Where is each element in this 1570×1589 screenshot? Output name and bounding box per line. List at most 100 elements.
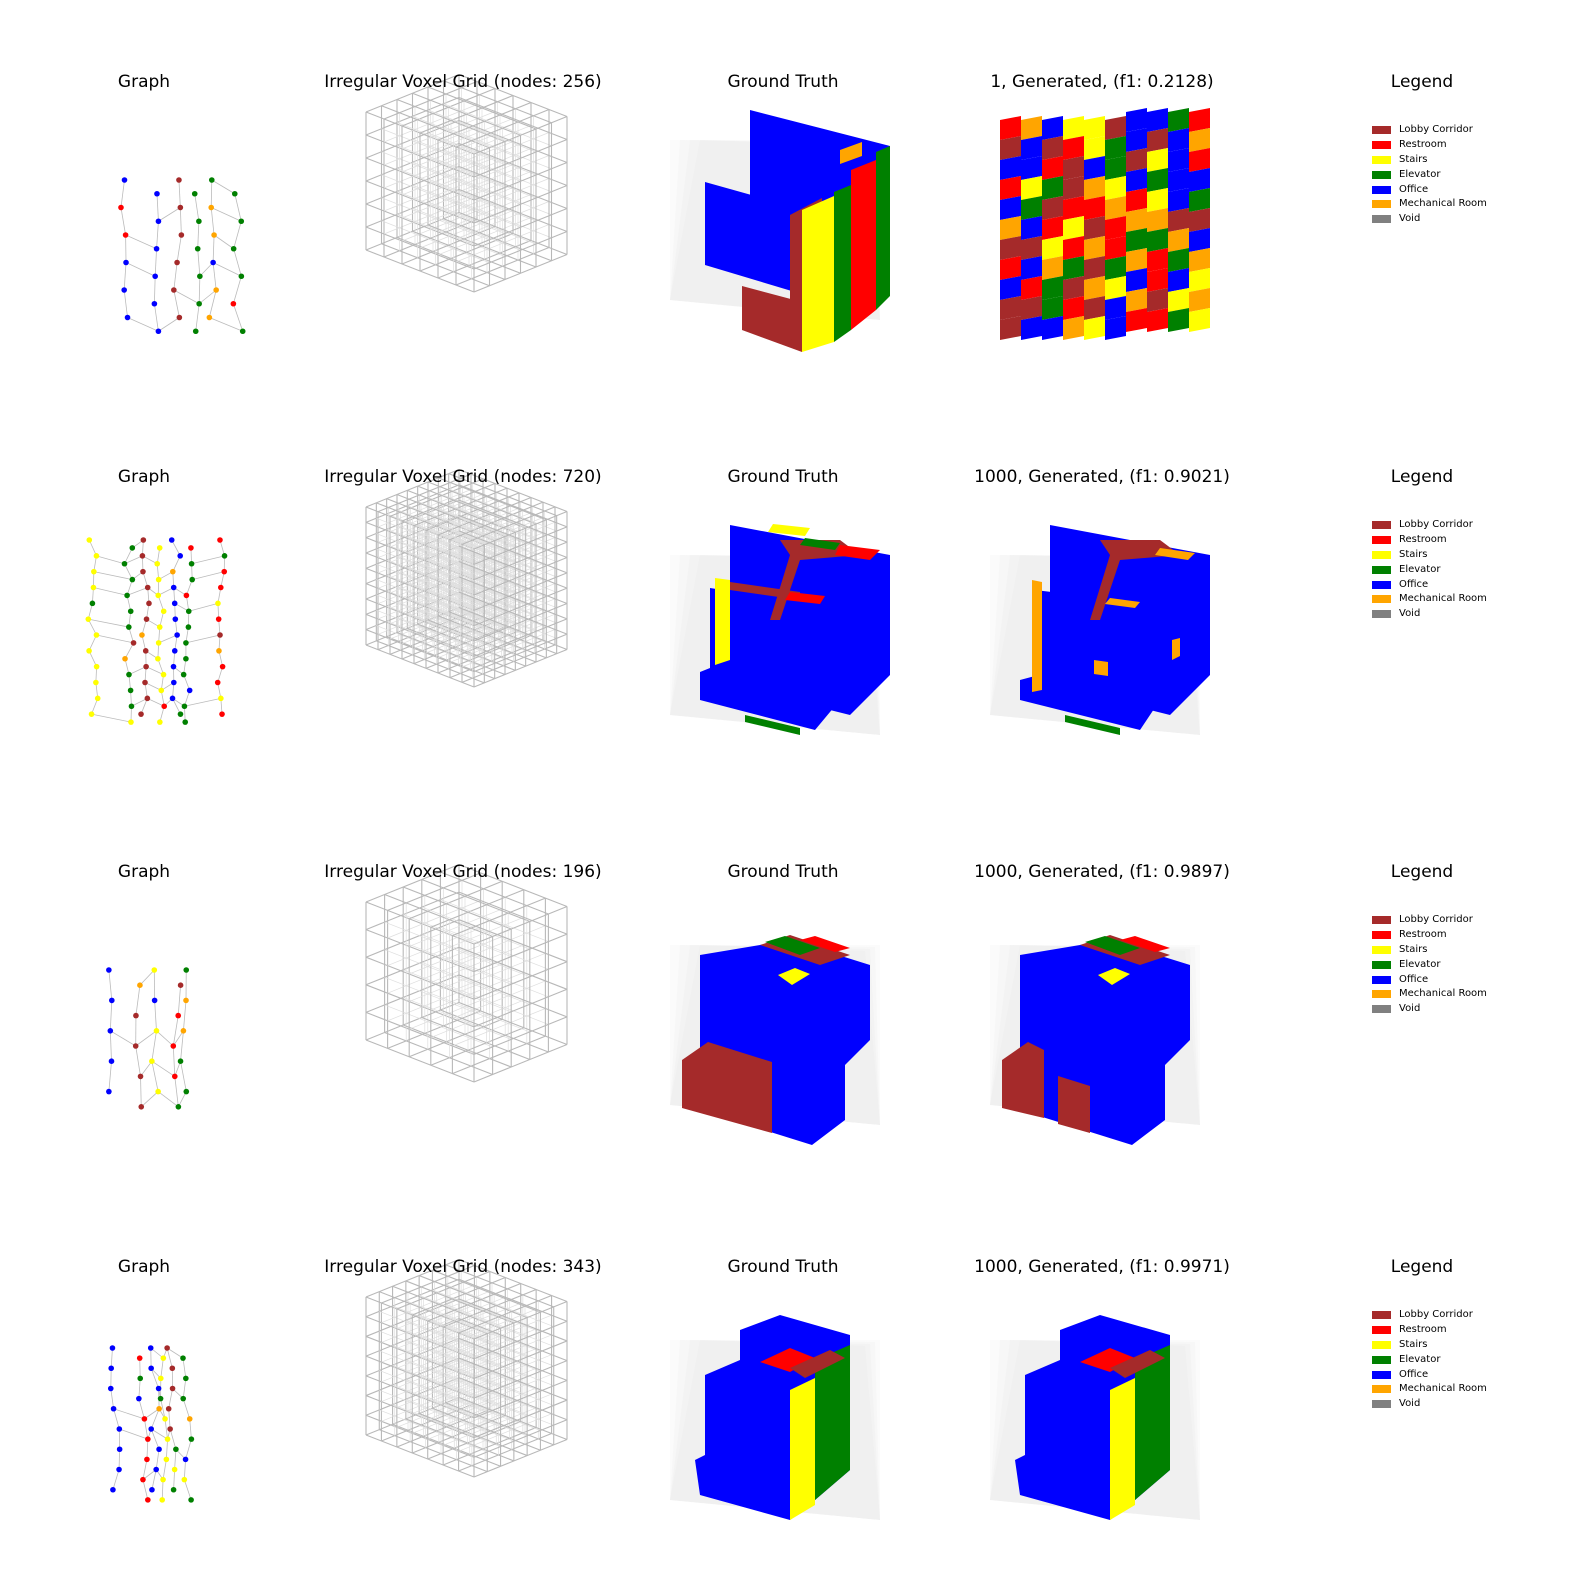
graph-node (176, 177, 182, 183)
graph-node (89, 711, 95, 717)
legend-label: Mechanical Room (1399, 199, 1487, 209)
graph-edge (96, 556, 124, 564)
graph-node (178, 205, 184, 211)
graph-edge (184, 1480, 191, 1500)
ground-truth-title: Ground Truth (727, 467, 838, 487)
voxel-face (1168, 208, 1189, 232)
graph-edge (110, 1000, 112, 1030)
voxel-face (1189, 288, 1210, 312)
graph-edge (158, 208, 180, 222)
graph-node (141, 537, 147, 543)
graph-node (156, 577, 162, 583)
graph-node (209, 177, 215, 183)
voxel-grid-line (419, 1414, 527, 1456)
voxel-face (1021, 116, 1042, 140)
graph-node (95, 696, 101, 702)
voxel-grid-line (431, 890, 524, 928)
voxel-grid-panel (366, 470, 567, 688)
voxel-face (1000, 196, 1021, 220)
graph-node (108, 1365, 114, 1371)
voxel-grid-line (393, 1345, 501, 1387)
voxel-grid-line (366, 1317, 474, 1359)
voxel-face (876, 146, 890, 310)
graph-node (161, 608, 167, 614)
legend-label: Void (1399, 214, 1420, 224)
graph-edge (178, 985, 180, 1015)
graph-edge (126, 235, 157, 249)
legend-item: Stairs (1372, 153, 1487, 168)
graph-edge (213, 263, 241, 277)
graph-node (142, 1416, 148, 1422)
legend-item: Void (1372, 1002, 1487, 1017)
graph-node (156, 218, 162, 224)
voxel-face (1063, 176, 1084, 200)
voxel-face (1147, 148, 1168, 172)
voxel-face (1063, 296, 1084, 320)
graph-edge (192, 556, 225, 564)
voxel-face (1126, 148, 1147, 172)
voxel-grid-line (388, 928, 481, 966)
graph-panel (108, 1345, 194, 1502)
voxel-grid-line (428, 574, 536, 616)
voxel-grid-line (431, 1028, 524, 1066)
graph-node (123, 232, 129, 238)
voxel-grid-line (381, 1285, 474, 1323)
voxel-face (1021, 176, 1042, 200)
graph-edge (212, 180, 235, 194)
graph-node (184, 593, 190, 599)
graph-node (158, 1396, 164, 1402)
graph-node (128, 719, 134, 725)
voxel-face (1105, 236, 1126, 260)
graph-edge (114, 1409, 145, 1419)
graph-node (160, 1477, 166, 1483)
ground-truth-title: Ground Truth (727, 862, 838, 882)
graph-node (181, 1028, 187, 1034)
voxel-grid-line (428, 543, 536, 585)
ground-truth-panel (670, 524, 890, 735)
legend-swatch (1372, 186, 1391, 194)
graph-node (188, 545, 194, 551)
voxel-grid-line (409, 964, 502, 1002)
graph-edge (181, 1031, 184, 1061)
voxel-grid-line (431, 1000, 524, 1038)
voxel-face (1147, 308, 1168, 332)
graph-edge (151, 1368, 158, 1388)
graph-node (211, 232, 217, 238)
graph-node (216, 616, 222, 622)
voxel-face (1147, 288, 1168, 312)
graph-node (232, 191, 238, 197)
graph-node (145, 1436, 151, 1442)
graph-node (154, 246, 160, 252)
graph-edge (209, 290, 216, 318)
graph-node (165, 1436, 171, 1442)
voxel-face (851, 160, 876, 330)
graph-edge (147, 1439, 148, 1459)
generated-panel (1000, 108, 1210, 340)
voxel-face (1084, 276, 1105, 300)
legend-label: Elevator (1399, 960, 1440, 970)
legend-item: Office (1372, 1367, 1487, 1382)
figure-row-1: Graph Irregular Voxel Grid (nodes: 256) … (0, 10, 1570, 404)
ground-truth-panel (670, 110, 890, 352)
graph-node (183, 1089, 189, 1095)
voxel-face (1126, 268, 1147, 292)
voxel-face (1105, 196, 1126, 220)
graph-node (136, 1396, 142, 1402)
legend-item: Elevator (1372, 957, 1487, 972)
graph-node (172, 1467, 178, 1473)
graph-edge (213, 263, 216, 291)
legend-swatch (1372, 566, 1391, 574)
graph-node (171, 680, 177, 686)
graph-edge (151, 1429, 159, 1449)
voxel-grid-line (428, 528, 536, 570)
graph-edge (211, 208, 214, 236)
graph-edge (159, 635, 178, 643)
graph-edge (110, 1031, 135, 1046)
graph-node (178, 982, 184, 988)
voxel-grid-line (446, 1383, 554, 1425)
voxel-face (1105, 136, 1126, 160)
voxel-face (1105, 276, 1126, 300)
voxel-grid-line (431, 917, 524, 955)
graph-edge (143, 1480, 148, 1500)
voxel-face (1042, 236, 1063, 260)
